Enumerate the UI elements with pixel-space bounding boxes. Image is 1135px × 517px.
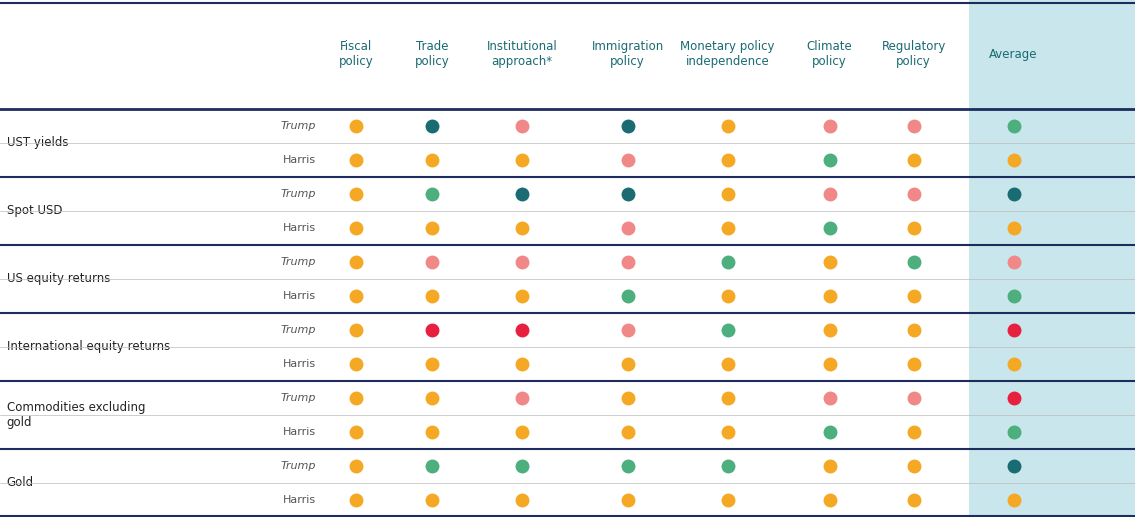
Text: Harris: Harris (283, 155, 316, 164)
Text: Gold: Gold (7, 477, 34, 490)
Text: Trump: Trump (280, 257, 316, 267)
Text: Harris: Harris (283, 223, 316, 233)
Text: Trade
policy: Trade policy (415, 40, 449, 68)
Text: Average: Average (990, 48, 1037, 61)
Text: Trump: Trump (280, 325, 316, 335)
Text: Trump: Trump (280, 189, 316, 199)
Text: Harris: Harris (283, 495, 316, 505)
Text: Trump: Trump (280, 461, 316, 471)
Text: Regulatory
policy: Regulatory policy (882, 40, 945, 68)
FancyBboxPatch shape (969, 0, 1135, 517)
Text: Trump: Trump (280, 120, 316, 131)
Text: Harris: Harris (283, 427, 316, 437)
Text: International equity returns: International equity returns (7, 340, 170, 353)
Text: Climate
policy: Climate policy (807, 40, 852, 68)
Text: Harris: Harris (283, 291, 316, 301)
Text: Institutional
approach*: Institutional approach* (487, 40, 557, 68)
Text: UST yields: UST yields (7, 136, 68, 149)
Text: Harris: Harris (283, 359, 316, 369)
Text: Monetary policy
independence: Monetary policy independence (680, 40, 775, 68)
Text: Immigration
policy: Immigration policy (591, 40, 664, 68)
Text: Fiscal
policy: Fiscal policy (339, 40, 373, 68)
Text: US equity returns: US equity returns (7, 272, 110, 285)
Text: Commodities excluding
gold: Commodities excluding gold (7, 401, 145, 429)
Text: Trump: Trump (280, 393, 316, 403)
Text: Spot USD: Spot USD (7, 204, 62, 217)
